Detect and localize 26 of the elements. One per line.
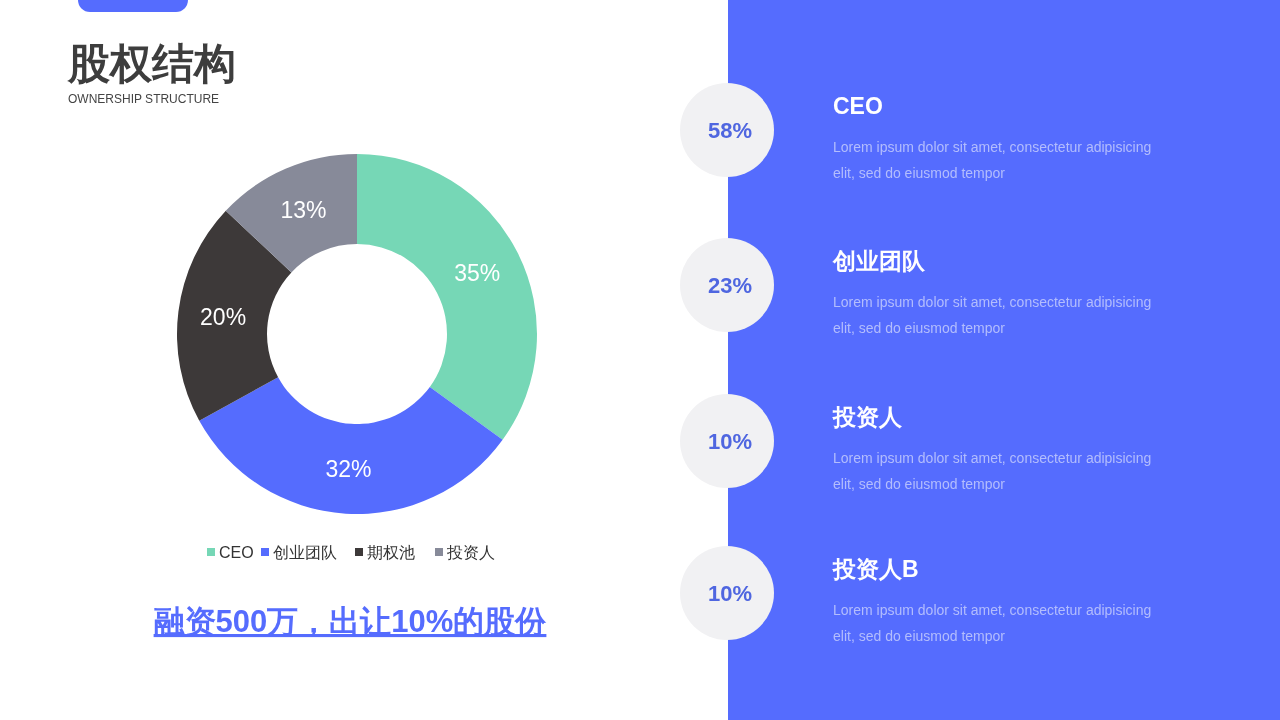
text: 23% bbox=[707, 272, 753, 298]
category-label: 创业团队 bbox=[832, 248, 926, 274]
category-label: 投资人 bbox=[832, 404, 903, 430]
text: Lorem ipsum dolor sit amet, consectetur adipisicing elit, sed do eiusmod tempor bbox=[833, 294, 1152, 336]
donut-slice bbox=[225, 154, 357, 273]
legend-label: 期权池 bbox=[367, 544, 415, 561]
text: Lorem ipsum dolor sit amet, consectetur adipisicing elit, sed do eiusmod tempor bbox=[833, 602, 1152, 644]
donut-slice bbox=[357, 154, 537, 440]
data-label: 20% bbox=[200, 304, 247, 331]
legend-label: 创业团队 bbox=[273, 544, 337, 561]
data-label: 35% bbox=[454, 259, 501, 286]
category-label: CEO bbox=[833, 93, 883, 119]
chart-subtitle: OWNERSHIP STRUCTURE bbox=[68, 92, 220, 106]
text: 融资500万，出让10%的股份 bbox=[153, 604, 548, 639]
donut-slice bbox=[199, 377, 503, 514]
legend-label: 投资人 bbox=[446, 544, 495, 561]
text: Lorem ipsum dolor sit amet, consectetur adipisicing elit, sed do eiusmod tempor bbox=[833, 139, 1152, 181]
data-label: 13% bbox=[280, 197, 327, 224]
text: 58% bbox=[707, 117, 753, 143]
text: 10% bbox=[707, 580, 753, 606]
data-label: 32% bbox=[325, 455, 372, 482]
text: 10% bbox=[707, 428, 753, 454]
chart-title: 股权结构 bbox=[67, 40, 236, 87]
text: Lorem ipsum dolor sit amet, consectetur adipisicing elit, sed do eiusmod tempor bbox=[833, 450, 1152, 492]
category-label: 投资人B bbox=[832, 556, 919, 582]
legend-label: CEO bbox=[219, 544, 254, 561]
